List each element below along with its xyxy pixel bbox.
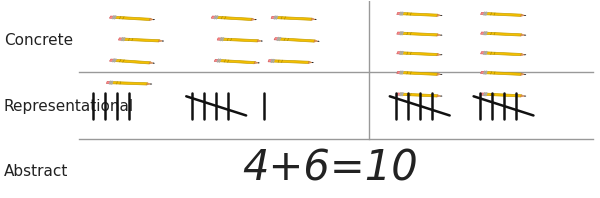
Polygon shape (484, 71, 521, 75)
Polygon shape (400, 12, 438, 16)
Polygon shape (271, 16, 275, 19)
Text: 4+6=10: 4+6=10 (242, 148, 418, 190)
Polygon shape (274, 38, 278, 40)
Polygon shape (484, 12, 521, 16)
Polygon shape (521, 53, 524, 56)
Polygon shape (254, 62, 258, 64)
Polygon shape (400, 71, 438, 75)
Polygon shape (437, 14, 441, 16)
Polygon shape (113, 16, 151, 21)
Polygon shape (221, 38, 258, 42)
Polygon shape (484, 32, 521, 36)
Polygon shape (215, 16, 252, 21)
Polygon shape (524, 15, 526, 16)
Polygon shape (271, 60, 309, 64)
Polygon shape (149, 18, 154, 21)
Text: Abstract: Abstract (4, 164, 68, 179)
Polygon shape (521, 95, 524, 97)
Polygon shape (318, 41, 319, 42)
Polygon shape (481, 32, 485, 34)
Polygon shape (400, 32, 438, 36)
Polygon shape (109, 59, 114, 61)
Polygon shape (255, 19, 257, 20)
Polygon shape (440, 15, 442, 16)
Polygon shape (437, 95, 441, 97)
Polygon shape (118, 38, 122, 40)
Polygon shape (314, 40, 318, 42)
Polygon shape (440, 74, 442, 75)
Polygon shape (218, 59, 255, 64)
Polygon shape (437, 73, 441, 75)
Polygon shape (397, 52, 401, 54)
Polygon shape (211, 16, 216, 18)
Polygon shape (274, 16, 312, 20)
Polygon shape (268, 60, 272, 62)
Polygon shape (521, 14, 524, 16)
Polygon shape (481, 52, 485, 54)
Polygon shape (153, 19, 155, 20)
Polygon shape (113, 59, 151, 64)
Polygon shape (524, 54, 526, 55)
Polygon shape (146, 83, 151, 85)
Polygon shape (437, 53, 441, 56)
Polygon shape (251, 18, 255, 21)
Polygon shape (481, 12, 485, 15)
Polygon shape (437, 34, 441, 36)
Polygon shape (481, 93, 485, 95)
Polygon shape (397, 12, 401, 15)
Polygon shape (109, 16, 114, 18)
Polygon shape (149, 62, 153, 64)
Polygon shape (277, 38, 315, 42)
Polygon shape (311, 18, 315, 20)
Polygon shape (521, 34, 524, 36)
Text: Concrete: Concrete (4, 32, 73, 48)
Polygon shape (397, 32, 401, 34)
Polygon shape (308, 61, 312, 64)
Polygon shape (312, 62, 314, 63)
Polygon shape (158, 40, 163, 42)
Polygon shape (315, 19, 317, 20)
Polygon shape (484, 52, 521, 56)
Polygon shape (397, 93, 401, 95)
Polygon shape (106, 81, 110, 84)
Polygon shape (400, 93, 438, 97)
Polygon shape (400, 52, 438, 56)
Polygon shape (440, 54, 442, 55)
Polygon shape (521, 73, 524, 75)
Text: Representational: Representational (4, 99, 134, 114)
Polygon shape (257, 40, 261, 42)
Polygon shape (484, 93, 521, 97)
Polygon shape (110, 82, 148, 85)
Polygon shape (481, 71, 485, 74)
Polygon shape (524, 74, 526, 75)
Polygon shape (217, 38, 221, 40)
Polygon shape (214, 59, 218, 62)
Polygon shape (397, 71, 401, 74)
Polygon shape (122, 38, 160, 42)
